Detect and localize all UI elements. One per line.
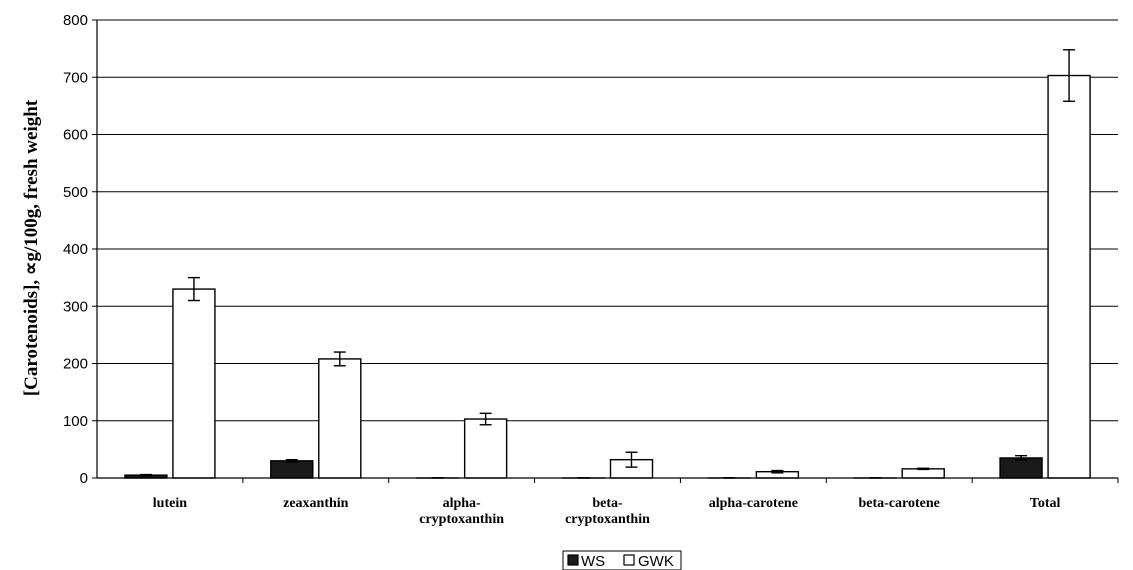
- bar-gwk: [463, 418, 508, 479]
- bars: [124, 74, 1091, 479]
- y-tick-label: 700: [63, 69, 88, 86]
- y-tick-label: 100: [63, 413, 88, 430]
- bar-gwk: [318, 358, 362, 479]
- x-category-label: cryptoxanthin: [419, 512, 504, 527]
- bar-gwk: [901, 468, 945, 479]
- x-category-label: zeaxanthin: [283, 496, 349, 511]
- bar-gwk: [172, 288, 216, 479]
- bar-ws: [999, 457, 1043, 479]
- legend-label-ws: WS: [581, 553, 605, 570]
- legend: WS GWK: [562, 550, 682, 570]
- x-category-label: alpha-carotene: [709, 496, 798, 511]
- legend-label-gwk: GWK: [638, 553, 674, 570]
- y-tick-label: 400: [63, 241, 88, 258]
- bar-ws: [270, 460, 314, 479]
- legend-swatch-ws: [567, 554, 579, 566]
- y-tick-label: 500: [63, 184, 88, 201]
- y-axis-label: [Carotenoids], ∝g/100g, fresh weight: [21, 99, 42, 396]
- x-category-label: beta-: [592, 496, 623, 511]
- error-bars: [139, 49, 1076, 479]
- legend-box: [562, 550, 682, 570]
- y-tick-label: 600: [63, 127, 88, 144]
- x-category-label: cryptoxanthin: [565, 512, 650, 527]
- x-category-label: beta-carotene: [859, 496, 940, 511]
- y-tick-label: 200: [63, 356, 88, 373]
- legend-swatch-gwk: [623, 554, 635, 566]
- bar-gwk: [1047, 74, 1091, 479]
- x-category-label: Total: [1030, 496, 1061, 511]
- x-category-label: lutein: [153, 496, 187, 511]
- axes: [96, 20, 1119, 483]
- y-tick-labels: 0 100 200 300 400 500 600 700 800: [63, 12, 88, 487]
- x-category-label: alpha-: [443, 496, 481, 511]
- y-tick-label: 0: [80, 470, 88, 487]
- grid-lines: [92, 19, 1118, 479]
- y-tick-label: 300: [63, 298, 88, 315]
- x-category-labels: lutein zeaxanthin alpha-cryptoxanthinbeta-…: [153, 496, 1061, 527]
- y-tick-label: 800: [63, 12, 88, 29]
